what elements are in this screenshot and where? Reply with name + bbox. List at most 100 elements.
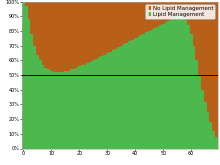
Bar [215, 2, 218, 137]
Bar [170, 2, 173, 19]
Bar [106, 53, 109, 148]
Bar [151, 2, 154, 30]
Bar [114, 49, 117, 148]
Bar [198, 75, 201, 148]
Bar [162, 2, 165, 24]
Bar [103, 54, 106, 148]
Bar [75, 68, 78, 148]
Bar [128, 41, 131, 148]
Bar [204, 101, 207, 148]
Bar [72, 2, 75, 69]
Bar [173, 2, 176, 18]
Bar [201, 2, 204, 90]
Bar [61, 72, 64, 148]
Bar [173, 18, 176, 148]
Bar [134, 2, 137, 38]
Bar [182, 2, 184, 16]
Bar [58, 2, 61, 72]
Bar [201, 90, 204, 148]
Bar [212, 2, 215, 131]
Bar [112, 2, 114, 50]
Bar [53, 72, 56, 148]
Bar [156, 2, 159, 27]
Bar [184, 19, 187, 148]
Bar [64, 71, 67, 148]
Bar [193, 46, 195, 148]
Bar [64, 2, 67, 71]
Bar [170, 19, 173, 148]
Bar [207, 2, 209, 112]
Bar [159, 25, 162, 148]
Bar [123, 2, 125, 44]
Bar [148, 2, 151, 31]
Bar [47, 2, 50, 69]
Bar [131, 2, 134, 40]
Bar [134, 38, 137, 148]
Bar [109, 2, 112, 52]
Bar [165, 2, 167, 22]
Bar [50, 2, 53, 71]
Bar [184, 2, 187, 19]
Bar [109, 52, 112, 148]
Bar [47, 69, 50, 148]
Bar [167, 2, 170, 21]
Bar [97, 2, 100, 57]
Bar [78, 66, 81, 148]
Bar [207, 112, 209, 148]
Bar [117, 47, 120, 148]
Legend: No Lipid Management, Lipid Management: No Lipid Management, Lipid Management [145, 4, 215, 19]
Bar [30, 2, 33, 34]
Bar [137, 37, 139, 148]
Bar [95, 59, 97, 148]
Bar [145, 33, 148, 148]
Bar [212, 131, 215, 148]
Bar [67, 71, 70, 148]
Bar [125, 2, 128, 43]
Bar [100, 2, 103, 56]
Bar [190, 34, 193, 148]
Bar [114, 2, 117, 49]
Bar [131, 40, 134, 148]
Bar [176, 16, 179, 149]
Bar [61, 2, 64, 72]
Bar [75, 2, 78, 68]
Bar [89, 62, 92, 148]
Bar [198, 2, 201, 75]
Bar [195, 2, 198, 60]
Bar [187, 2, 190, 25]
Bar [72, 69, 75, 148]
Bar [100, 56, 103, 148]
Bar [53, 2, 56, 72]
Bar [58, 72, 61, 148]
Bar [128, 2, 131, 41]
Bar [36, 2, 39, 54]
Bar [84, 65, 86, 148]
Bar [187, 25, 190, 148]
Bar [28, 19, 30, 148]
Bar [81, 2, 84, 65]
Bar [97, 57, 100, 148]
Bar [70, 69, 72, 148]
Bar [86, 63, 89, 148]
Bar [209, 122, 212, 148]
Bar [81, 65, 84, 148]
Bar [165, 22, 167, 148]
Bar [179, 2, 182, 15]
Bar [167, 21, 170, 148]
Bar [42, 2, 44, 65]
Bar [70, 2, 72, 69]
Bar [154, 28, 156, 148]
Bar [50, 71, 53, 148]
Bar [92, 60, 95, 148]
Bar [120, 46, 123, 148]
Bar [112, 50, 114, 148]
Bar [89, 2, 92, 62]
Bar [176, 2, 179, 16]
Bar [159, 2, 162, 25]
Bar [56, 2, 58, 72]
Bar [44, 68, 47, 148]
Bar [162, 24, 165, 148]
Bar [182, 16, 184, 149]
Bar [56, 72, 58, 148]
Bar [215, 137, 218, 148]
